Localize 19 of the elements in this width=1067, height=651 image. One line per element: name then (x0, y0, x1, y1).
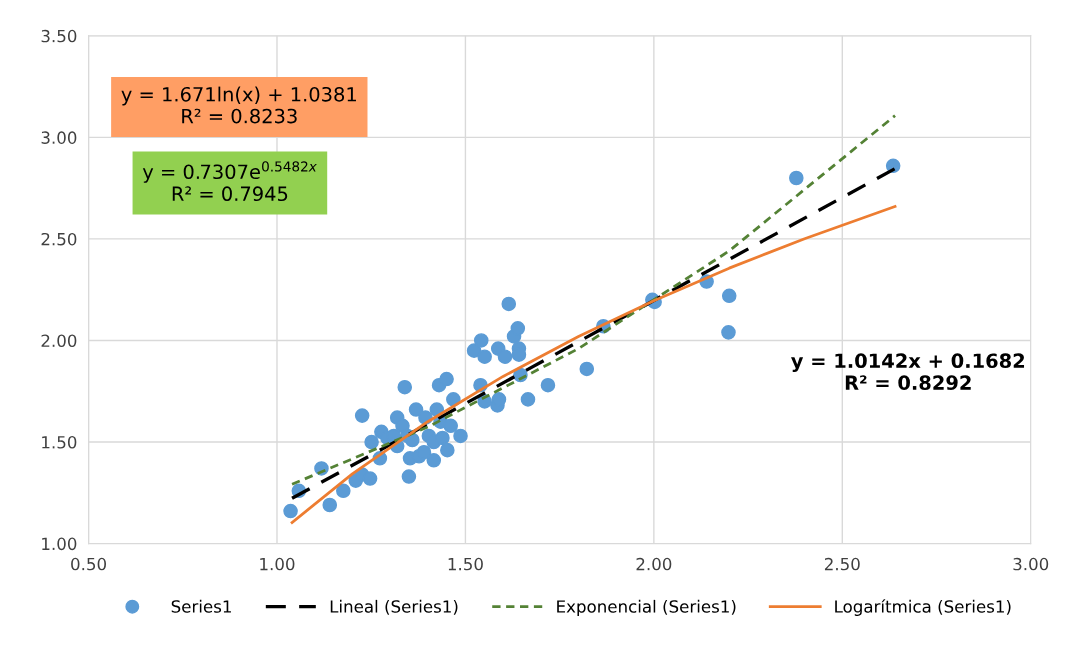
y-tick-label: 3.50 (41, 29, 77, 43)
y-tick-label: 2.50 (41, 232, 77, 246)
annotation: y = 1.0142x + 0.1682 R² = 0.8292 (791, 353, 1025, 391)
legend-label: Lineal (Series1) (330, 599, 458, 615)
y-tick-label: 1.00 (42, 537, 77, 551)
x-tick-label: 3.00 (1013, 557, 1049, 571)
x-tick-label: 2.00 (636, 557, 672, 571)
x-tick-label: 1.00 (260, 557, 295, 571)
x-tick-label: 2.50 (824, 557, 860, 571)
y-tick-label: 1.50 (42, 435, 77, 449)
y-tick-label: 3.00 (41, 131, 77, 144)
annotation: y = 0.7307e$^{0.5482x}$ R² = 0.7945 (142, 161, 317, 202)
annotation: y = 1.671ln(x) + 1.0381 R² = 0.8233 (121, 86, 356, 124)
x-tick-label: 1.50 (448, 557, 483, 571)
y-tick-label: 2.00 (41, 334, 77, 348)
legend-label: Logarítmica (Series1) (835, 599, 1011, 616)
legend-label: Series1 (171, 599, 231, 613)
legend-label: Exponencial (Series1) (557, 599, 736, 616)
x-tick-label: 0.50 (71, 557, 107, 571)
